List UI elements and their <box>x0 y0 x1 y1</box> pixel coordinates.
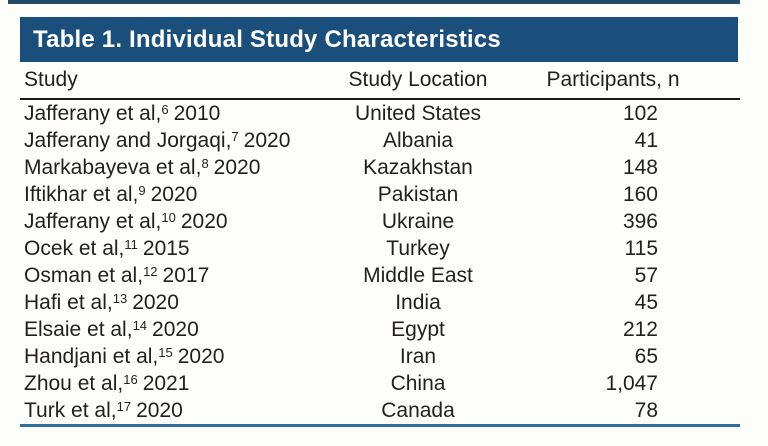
study-cell: Jafferany et al,10 2020 <box>20 210 320 234</box>
table-title: Table 1. Individual Study Characteristic… <box>33 25 501 53</box>
study-cell: Osman et al,12 2017 <box>20 264 320 288</box>
study-year: 2020 <box>177 344 225 368</box>
location-cell: Turkey <box>386 236 450 260</box>
table-title-bar: Table 1. Individual Study Characteristic… <box>20 17 738 62</box>
table-row: Hafi et al,13 2020 India 45 <box>20 289 740 316</box>
location-cell: Albania <box>382 128 454 152</box>
study-year: 2020 <box>243 128 291 152</box>
table-row: Handjani et al,15 2020 Iran 65 <box>20 343 740 370</box>
table-row: Zhou et al,16 2021 China 1,047 <box>20 370 740 397</box>
participants-cell: 57 <box>634 263 658 287</box>
table-header-row: Study Study Location Participants, n <box>20 62 740 100</box>
column-header-study-location: Study Location <box>348 68 488 91</box>
study-authors: Osman et al, <box>24 263 144 287</box>
reference-superscript: 10 <box>161 209 176 225</box>
table-row: Iftikhar et al,9 2020 Pakistan 160 <box>20 181 740 208</box>
study-cell: Turk et al,17 2020 <box>20 399 320 423</box>
reference-superscript: 15 <box>158 344 173 360</box>
table-row: Jafferany et al,10 2020 Ukraine 396 <box>20 208 740 235</box>
study-year: 2020 <box>180 209 228 233</box>
reference-superscript: 9 <box>138 182 146 198</box>
study-authors: Jafferany et al, <box>24 101 162 125</box>
table-row: Osman et al,12 2017 Middle East 57 <box>20 262 740 289</box>
location-cell: Ukraine <box>381 209 455 233</box>
participants-cell: 78 <box>634 398 658 422</box>
study-cell: Ocek et al,11 2015 <box>20 237 320 261</box>
study-cell: Hafi et al,13 2020 <box>20 291 320 315</box>
location-cell: China <box>390 371 446 395</box>
location-cell: United States <box>354 101 482 125</box>
study-authors: Jafferany and Jorgaqi, <box>24 128 232 152</box>
participants-cell: 45 <box>634 290 658 314</box>
study-authors: Ocek et al, <box>24 236 125 260</box>
participants-cell: 102 <box>622 101 658 125</box>
top-rule <box>8 0 740 4</box>
study-cell: Jafferany and Jorgaqi,7 2020 <box>20 129 320 153</box>
reference-superscript: 11 <box>124 236 138 252</box>
column-header-study: Study <box>24 68 78 91</box>
study-year: 2020 <box>152 317 199 341</box>
table-row: Markabayeva et al,8 2020 Kazakhstan 148 <box>20 154 740 181</box>
study-authors: Elsaie et al, <box>24 317 133 341</box>
reference-superscript: 7 <box>231 128 239 144</box>
location-cell: Pakistan <box>377 182 459 206</box>
study-year: 2017 <box>162 263 210 287</box>
participants-cell: 41 <box>634 128 658 152</box>
table-row: Jafferany and Jorgaqi,7 2020 Albania 41 <box>20 127 740 154</box>
reference-superscript: 12 <box>143 263 158 279</box>
study-cell: Elsaie et al,14 2020 <box>20 318 320 342</box>
study-cell: Handjani et al,15 2020 <box>20 345 320 369</box>
study-year: 2015 <box>142 236 190 260</box>
participants-cell: 396 <box>622 209 658 233</box>
study-year: 2021 <box>142 371 190 395</box>
study-year: 2020 <box>150 182 198 206</box>
table-row: Elsaie et al,14 2020 Egypt 212 <box>20 316 740 343</box>
participants-cell: 1,047 <box>605 371 658 395</box>
study-authors: Hafi et al, <box>24 290 113 314</box>
participants-cell: 212 <box>622 317 658 341</box>
study-year: 2020 <box>213 155 261 179</box>
study-authors: Zhou et al, <box>24 371 124 395</box>
study-authors: Turk et al, <box>24 398 117 422</box>
study-authors: Jafferany et al, <box>24 209 162 233</box>
reference-superscript: 16 <box>123 371 138 387</box>
study-year: 2020 <box>136 398 183 422</box>
participants-cell: 115 <box>624 236 658 260</box>
study-characteristics-table: Study Study Location Participants, n Jaf… <box>20 62 740 427</box>
location-cell: Canada <box>381 398 455 422</box>
table-body: Jafferany et al,6 2010 United States 102 … <box>20 100 740 427</box>
reference-superscript: 17 <box>116 398 132 414</box>
study-year: 2010 <box>173 101 221 125</box>
location-cell: Kazakhstan <box>363 155 473 179</box>
study-year: 2020 <box>132 290 179 314</box>
reference-superscript: 14 <box>132 317 148 333</box>
location-cell: India <box>395 290 441 314</box>
reference-superscript: 13 <box>112 290 128 306</box>
reference-superscript: 8 <box>201 155 209 171</box>
study-authors: Iftikhar et al, <box>24 182 139 206</box>
study-authors: Markabayeva et al, <box>24 155 202 179</box>
study-authors: Handjani et al, <box>24 344 159 368</box>
study-cell: Iftikhar et al,9 2020 <box>20 183 320 207</box>
participants-cell: 148 <box>622 155 658 179</box>
table-row: Jafferany et al,6 2010 United States 102 <box>20 100 740 127</box>
location-cell: Middle East <box>363 263 473 287</box>
reference-superscript: 6 <box>161 101 169 117</box>
column-header-participants: Participants, n <box>546 68 680 91</box>
location-cell: Egypt <box>391 317 445 341</box>
study-cell: Markabayeva et al,8 2020 <box>20 156 320 180</box>
location-cell: Iran <box>399 344 437 368</box>
table-row: Turk et al,17 2020 Canada 78 <box>20 397 740 424</box>
study-cell: Jafferany et al,6 2010 <box>20 102 320 126</box>
table-row: Ocek et al,11 2015 Turkey 115 <box>20 235 740 262</box>
participants-cell: 160 <box>622 182 658 206</box>
participants-cell: 65 <box>634 344 658 368</box>
study-cell: Zhou et al,16 2021 <box>20 372 320 396</box>
